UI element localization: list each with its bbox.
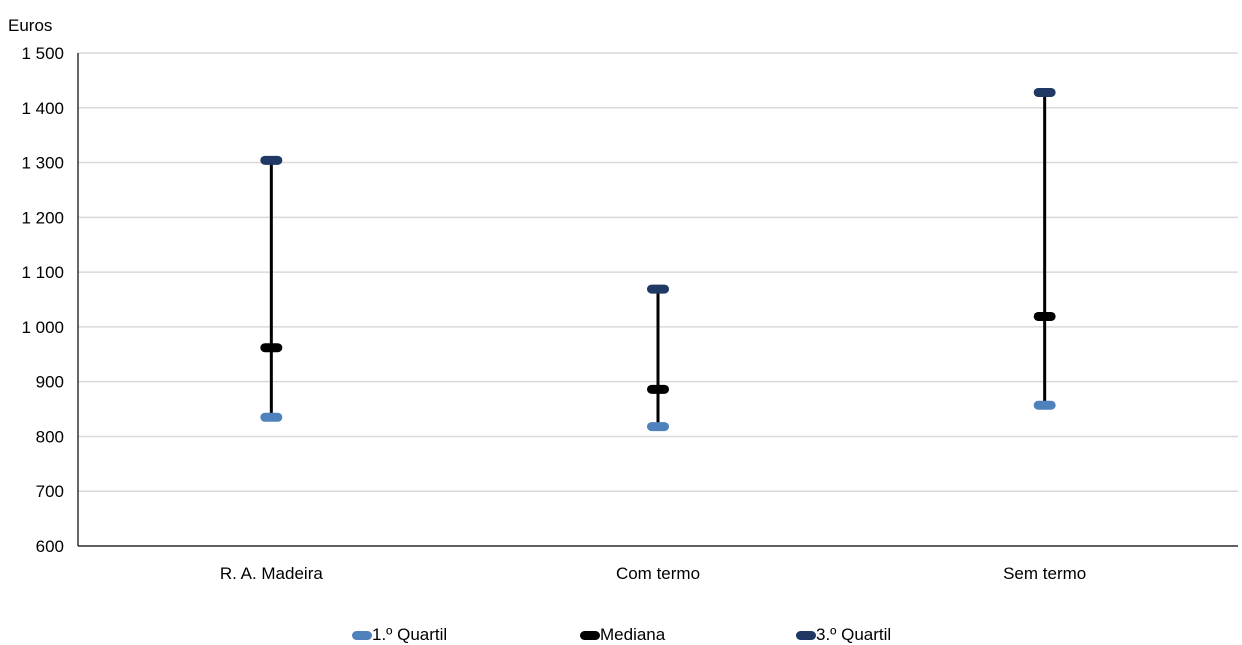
y-tick-label: 1 500	[21, 44, 64, 63]
y-tick-label: 1 300	[21, 154, 64, 173]
legend: 1.º Quartil Mediana 3.º Quartil	[352, 625, 891, 644]
axis-labels: 600 700 800 900 1 000 1 100 1 200 1 300 1 400 1 5…	[21, 44, 1086, 583]
axes	[77, 53, 1238, 547]
x-category-label: Com termo	[616, 564, 700, 583]
y-tick-label: 600	[36, 537, 64, 556]
y-tick-label: 1 100	[21, 263, 64, 282]
y-tick-label: 700	[36, 482, 64, 501]
marker-mediana	[260, 343, 283, 353]
marker-mediana	[1033, 311, 1056, 321]
y-tick-label: 1 000	[21, 318, 64, 337]
marker-3-quartil	[260, 155, 283, 165]
marker-1-quartil	[647, 422, 669, 432]
y-tick-label: 800	[36, 427, 64, 446]
y-axis-unit-label: Euros	[8, 16, 52, 35]
marker-1-quartil	[260, 412, 283, 422]
marker-1-quartil	[1033, 400, 1056, 410]
y-tick-label: 1 200	[21, 208, 64, 227]
legend-swatch-mediana	[580, 631, 600, 640]
marker-mediana	[647, 384, 669, 394]
marker-3-quartil	[647, 284, 669, 294]
quartile-markers	[260, 87, 1056, 432]
x-category-label: Sem termo	[1003, 564, 1086, 583]
y-tick-label: 900	[36, 373, 64, 392]
quartile-range-lines	[269, 92, 1047, 427]
legend-label-mediana: Mediana	[600, 625, 666, 644]
y-tick-label: 1 400	[21, 99, 64, 118]
x-category-label: R. A. Madeira	[220, 564, 324, 583]
marker-3-quartil	[1033, 87, 1056, 97]
legend-label-3-quartil: 3.º Quartil	[816, 625, 891, 644]
legend-label-1-quartil: 1.º Quartil	[372, 625, 447, 644]
legend-swatch-1-quartil	[352, 631, 372, 640]
legend-swatch-3-quartil	[796, 631, 816, 640]
